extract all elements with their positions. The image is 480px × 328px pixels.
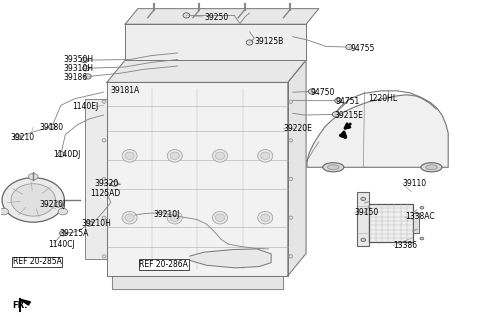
Text: 1140CJ: 1140CJ — [48, 239, 75, 249]
Ellipse shape — [102, 100, 106, 103]
Text: 39181A: 39181A — [111, 86, 140, 95]
Ellipse shape — [332, 112, 339, 117]
Ellipse shape — [102, 177, 106, 181]
Ellipse shape — [11, 184, 56, 216]
Ellipse shape — [102, 139, 106, 142]
Text: 1338AC: 1338AC — [405, 213, 435, 221]
Ellipse shape — [83, 66, 89, 71]
Ellipse shape — [48, 124, 55, 129]
Text: REF 20-285A: REF 20-285A — [12, 257, 61, 266]
Text: 39125B: 39125B — [254, 37, 284, 46]
Ellipse shape — [125, 214, 134, 221]
Ellipse shape — [213, 212, 228, 224]
Polygon shape — [288, 60, 306, 276]
Ellipse shape — [246, 40, 253, 45]
Text: 39186: 39186 — [63, 72, 87, 82]
Ellipse shape — [2, 178, 64, 222]
Text: 39220E: 39220E — [283, 124, 312, 133]
Ellipse shape — [183, 13, 190, 18]
Ellipse shape — [60, 231, 66, 236]
Ellipse shape — [102, 255, 106, 258]
Ellipse shape — [327, 165, 339, 170]
Text: 94751: 94751 — [336, 97, 360, 106]
Polygon shape — [20, 299, 30, 305]
Text: 39215E: 39215E — [335, 111, 364, 119]
Ellipse shape — [346, 45, 352, 50]
Ellipse shape — [170, 214, 180, 221]
Ellipse shape — [0, 208, 9, 215]
Text: 39215A: 39215A — [59, 229, 88, 238]
Ellipse shape — [170, 152, 180, 159]
Ellipse shape — [289, 177, 293, 181]
Ellipse shape — [289, 255, 293, 258]
Ellipse shape — [122, 212, 137, 224]
Text: REF 20-286A: REF 20-286A — [140, 260, 188, 269]
Ellipse shape — [421, 163, 442, 172]
Ellipse shape — [111, 181, 118, 186]
Polygon shape — [307, 95, 448, 167]
Ellipse shape — [122, 150, 137, 162]
Ellipse shape — [323, 163, 344, 172]
Text: FR.: FR. — [12, 300, 28, 310]
Text: 1140DJ: 1140DJ — [53, 150, 81, 159]
Text: 39110: 39110 — [403, 179, 427, 188]
Polygon shape — [107, 82, 288, 276]
Text: 39210J: 39210J — [154, 210, 180, 219]
Text: 39210J: 39210J — [39, 200, 65, 209]
Text: 13386: 13386 — [393, 241, 417, 250]
Ellipse shape — [426, 165, 437, 170]
Ellipse shape — [258, 212, 273, 224]
Text: 39150: 39150 — [355, 208, 379, 217]
Text: 39320: 39320 — [94, 179, 118, 188]
Ellipse shape — [125, 152, 134, 159]
Ellipse shape — [289, 139, 293, 142]
Bar — [369, 204, 413, 242]
Ellipse shape — [55, 202, 61, 207]
Ellipse shape — [102, 216, 106, 219]
Ellipse shape — [335, 98, 341, 103]
Ellipse shape — [420, 237, 424, 240]
Text: 94750: 94750 — [311, 88, 335, 97]
Text: 39310H: 39310H — [63, 64, 93, 73]
Bar — [413, 214, 419, 233]
Polygon shape — [107, 60, 306, 82]
Polygon shape — [125, 24, 306, 60]
Ellipse shape — [420, 206, 424, 209]
Ellipse shape — [28, 174, 38, 180]
Text: 1125AD: 1125AD — [91, 189, 121, 198]
Text: 1140EJ: 1140EJ — [72, 102, 99, 111]
Ellipse shape — [58, 208, 68, 215]
Ellipse shape — [258, 150, 273, 162]
Ellipse shape — [213, 150, 228, 162]
Ellipse shape — [361, 197, 366, 200]
Text: 39210: 39210 — [10, 133, 35, 142]
Ellipse shape — [289, 216, 293, 219]
Text: 39350H: 39350H — [63, 55, 93, 64]
Text: 39250: 39250 — [204, 12, 228, 22]
Ellipse shape — [86, 221, 93, 226]
Ellipse shape — [361, 238, 366, 241]
Ellipse shape — [58, 152, 64, 157]
Text: 39210H: 39210H — [81, 219, 111, 228]
Polygon shape — [190, 249, 271, 268]
Polygon shape — [125, 9, 319, 24]
Ellipse shape — [309, 89, 315, 94]
Ellipse shape — [216, 152, 225, 159]
Bar — [357, 193, 369, 246]
Ellipse shape — [167, 150, 182, 162]
Text: 94755: 94755 — [350, 44, 374, 52]
Polygon shape — [112, 276, 283, 289]
Ellipse shape — [261, 214, 270, 221]
Text: 39180: 39180 — [39, 123, 63, 132]
Ellipse shape — [167, 212, 182, 224]
Ellipse shape — [261, 152, 270, 159]
Ellipse shape — [216, 214, 225, 221]
Text: 1220HL: 1220HL — [368, 94, 397, 103]
Ellipse shape — [81, 57, 88, 63]
Ellipse shape — [289, 100, 293, 103]
Ellipse shape — [84, 74, 91, 79]
Ellipse shape — [14, 134, 21, 140]
Polygon shape — [85, 99, 107, 259]
